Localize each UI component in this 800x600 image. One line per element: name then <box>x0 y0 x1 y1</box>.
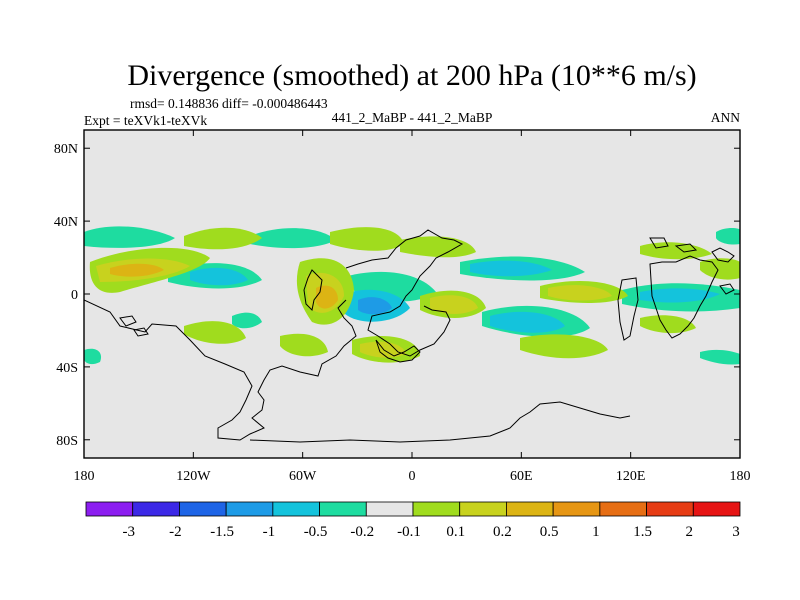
coastline-europe-africa <box>345 229 464 357</box>
y-tick-label: 80N <box>54 142 78 157</box>
colorbar-swatch <box>646 501 694 517</box>
case-label: 441_2_MaBP - 441_2_MaBP <box>332 110 493 125</box>
x-tick-label: 0 <box>409 469 416 484</box>
colorbar-label: 1 <box>592 524 600 540</box>
field-neg-weak-3 <box>250 228 336 249</box>
coastline-asia-islands <box>617 277 639 341</box>
stats-label: rmsd= 0.148836 diff= -0.000486443 <box>130 96 328 111</box>
field-neg-mid-4 <box>640 288 720 303</box>
field-pos-weak-10 <box>184 321 246 344</box>
field-pos-mid-3 <box>430 295 478 314</box>
field-pos-weak-14 <box>700 258 740 280</box>
colorbar-swatch <box>225 501 274 517</box>
y-tick-label: 0 <box>71 288 78 303</box>
colorbar-label: 1.5 <box>633 524 652 540</box>
field-neg-mid-5 <box>470 260 552 277</box>
colorbar: -3 -2 -1.5 -1 -0.5 -0.2 -0.1 0.1 0.2 0.5 1 1.5 2 3 <box>85 501 741 540</box>
x-tick-label: 60E <box>510 469 533 484</box>
colorbar-swatch <box>599 501 647 517</box>
colorbar-label: -1 <box>263 524 276 540</box>
colorbar-label: -0.1 <box>397 524 421 540</box>
coastline-far-east <box>711 247 735 295</box>
field-neg-strong-1 <box>358 297 392 315</box>
field-pos-weak-2 <box>184 227 262 250</box>
field-pos-weak-13 <box>640 315 696 334</box>
field-pos-strong-1 <box>110 263 164 277</box>
colorbar-swatch <box>85 501 134 517</box>
chart-title: Divergence (smoothed) at 200 hPa (10**6 … <box>127 59 696 92</box>
colorbar-label: 3 <box>732 524 740 540</box>
field-neg-mid-3 <box>490 311 565 333</box>
field-pos-mid-5 <box>360 341 406 358</box>
field-neg-weak-11 <box>232 312 262 329</box>
coastline-pacific-islands <box>119 315 149 337</box>
colorbar-swatch <box>132 501 180 517</box>
colorbar-label: -0.5 <box>304 524 328 540</box>
coastline-maritime <box>649 237 698 253</box>
coastline-north-america <box>303 269 323 312</box>
field-neg-mid-1 <box>190 267 248 286</box>
colorbar-label: -0.2 <box>350 524 374 540</box>
colorbar-swatch <box>365 501 414 517</box>
field-neg-weak-1 <box>84 226 175 248</box>
field-pos-mid-4 <box>548 285 612 301</box>
field-neg-weak-8 <box>84 348 102 365</box>
colorbar-label: 0.2 <box>493 524 512 540</box>
colorbar-label: -1.5 <box>210 524 234 540</box>
colorbar-label: 0.5 <box>540 524 559 540</box>
x-tick-label: 180 <box>74 469 95 484</box>
coastline-antarctica <box>249 401 631 443</box>
field-pos-weak-12 <box>640 242 712 260</box>
field-pos-weak-9 <box>520 334 608 359</box>
colorbar-swatch <box>272 501 320 517</box>
colorbar-swatch <box>319 501 367 517</box>
field-neg-weak-10 <box>700 349 740 365</box>
y-tick-label: 40N <box>54 215 78 230</box>
field-pos-weak-4 <box>330 227 404 251</box>
coastline-africa-south <box>375 339 421 363</box>
colorbar-swatch <box>692 501 741 517</box>
x-tick-label: 180 <box>730 469 751 484</box>
colorbar-label: -2 <box>169 524 182 540</box>
x-tick-label: 60W <box>289 469 317 484</box>
y-axis: 80N 40N 0 40S 80S <box>54 142 740 449</box>
colorbar-swatch <box>506 501 554 517</box>
colorbar-label: 0.1 <box>446 524 465 540</box>
continent-outlines <box>84 229 735 443</box>
field-pos-strong-2 <box>316 285 338 309</box>
colorbar-label: 2 <box>686 524 694 540</box>
x-tick-label: 120W <box>176 469 211 484</box>
y-tick-label: 40S <box>56 361 78 376</box>
experiment-label: Expt = teXVk1-teXVk <box>84 113 207 128</box>
coastline-americas <box>84 299 357 441</box>
colorbar-swatch <box>412 501 461 517</box>
field-neg-weak-9 <box>716 228 740 245</box>
x-tick-label: 120E <box>616 469 646 484</box>
colorbar-swatch <box>552 501 601 517</box>
colorbar-swatch <box>459 501 507 517</box>
colorbar-swatch <box>179 501 227 517</box>
x-axis: 180 120W 60W 0 60E 120E 180 <box>74 130 751 484</box>
field-pos-weak-11 <box>280 333 328 357</box>
y-tick-label: 80S <box>56 434 78 449</box>
coastline-australia <box>649 255 719 339</box>
colorbar-label: -3 <box>122 524 135 540</box>
season-label: ANN <box>711 110 740 125</box>
